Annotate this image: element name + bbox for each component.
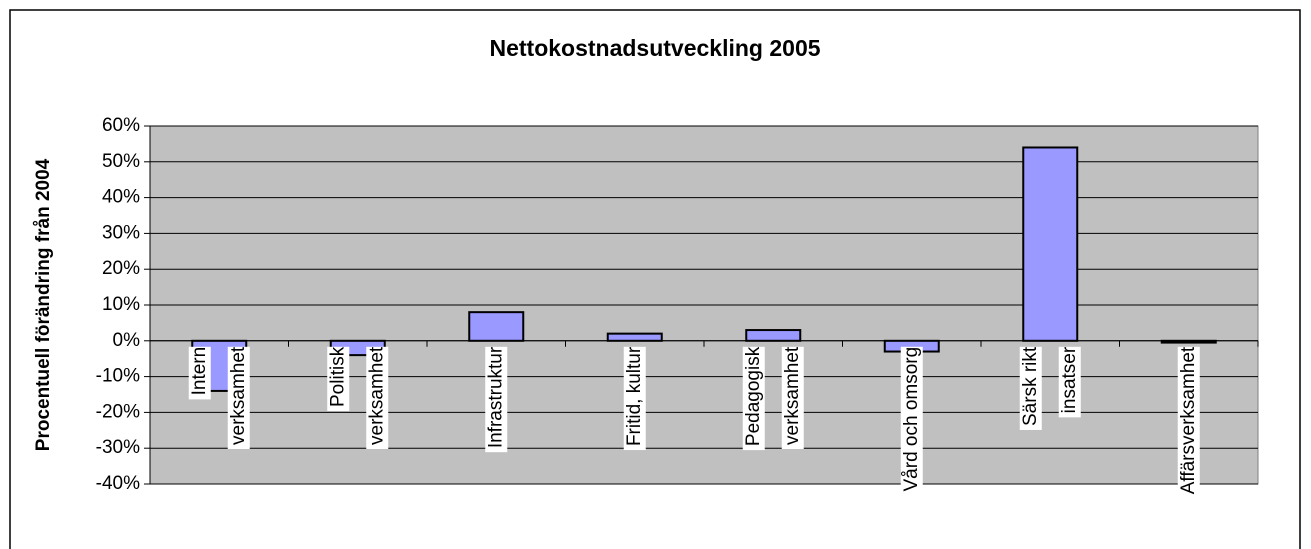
x-tick-label: Affärsverksamhet [1178, 346, 1199, 494]
x-label-background [1019, 346, 1042, 430]
x-tick-label: Pedagogisk [743, 346, 764, 446]
x-label-background [485, 346, 508, 453]
y-tick-label: -30% [96, 437, 140, 458]
x-tick-label: Särsk rikt [1020, 346, 1041, 426]
y-tick-label: 0% [113, 330, 141, 351]
x-label-background [227, 346, 250, 450]
x-label-background [900, 346, 923, 496]
x-tick-label: verksamhet [228, 346, 249, 445]
x-label-background [742, 346, 765, 451]
x-label-background [188, 346, 211, 400]
x-tick-label: verksamhet [366, 346, 387, 445]
x-label-background [781, 346, 804, 450]
x-tick-label: Vård och omsorg [901, 347, 922, 492]
y-tick-label: 50% [102, 151, 140, 172]
y-tick-label: 60% [102, 115, 140, 136]
x-label-background [327, 346, 350, 411]
y-tick-label: 20% [102, 258, 140, 279]
y-tick-label: -20% [96, 401, 140, 422]
x-tick-label: Infrastruktur [485, 346, 506, 448]
bar [468, 311, 525, 342]
x-tick-label: Politisk [327, 346, 348, 407]
chart-title: Nettokostnadsutveckling 2005 [489, 35, 820, 61]
y-tick-label: 10% [102, 294, 140, 315]
y-tick-label: -10% [96, 366, 140, 387]
y-tick-label: 30% [102, 222, 140, 243]
y-tick-label: -40% [96, 473, 140, 494]
bar [606, 332, 663, 342]
x-label-background [366, 346, 389, 450]
x-tick-label: Intern [189, 347, 210, 396]
x-tick-label: verksamhet [782, 346, 803, 445]
x-tick-label: Fritid, kultur [624, 346, 645, 446]
bar [1022, 146, 1079, 342]
y-axis-label: Procentuell förändring från 2004 [33, 158, 54, 451]
x-label-background [1177, 346, 1200, 499]
bar [745, 329, 802, 342]
x-label-background [623, 346, 646, 451]
y-tick-label: 40% [102, 187, 140, 208]
x-tick-label: insatser [1059, 346, 1080, 413]
x-label-background [1058, 346, 1081, 418]
